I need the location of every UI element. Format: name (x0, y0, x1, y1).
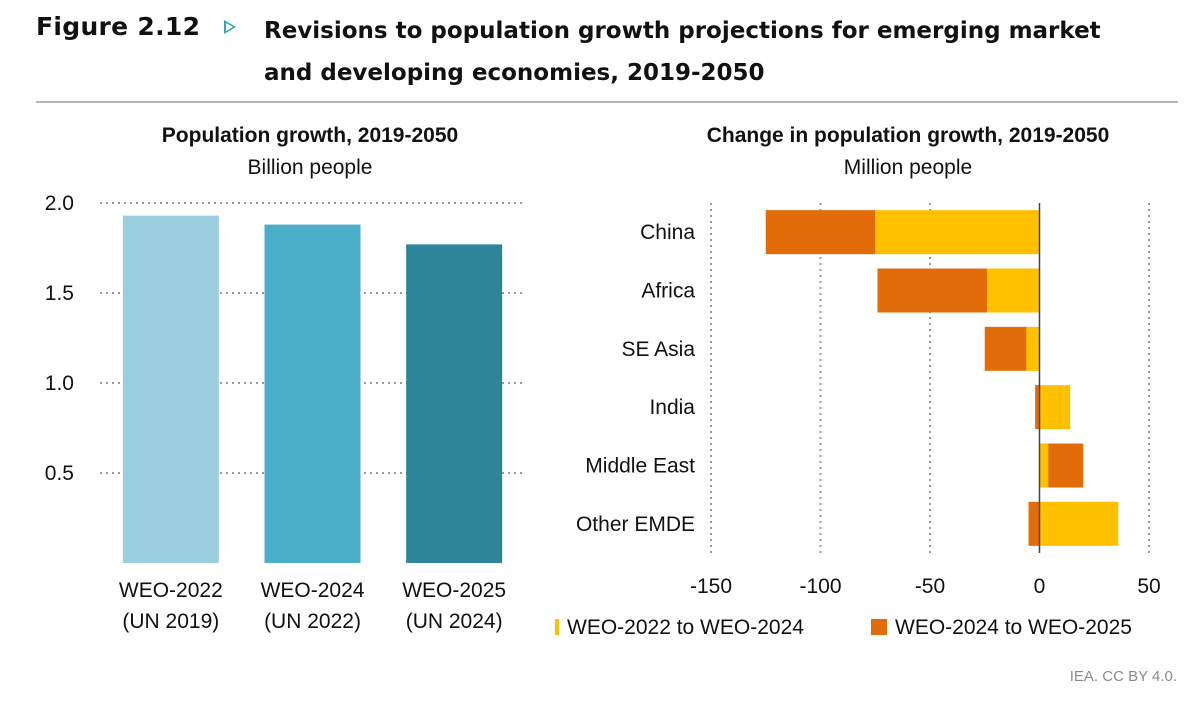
right-bar-segment (1035, 385, 1040, 430)
right-bar-segment (1048, 443, 1084, 488)
right-x-tick-label: 0 (1034, 575, 1046, 598)
right-x-tick-label: 50 (1137, 575, 1160, 598)
source-credit: IEA. CC BY 4.0. (1069, 668, 1177, 685)
right-category-label: SE Asia (621, 338, 695, 361)
population-change-chart: Change in population growth, 2019-2050 Mi… (555, 124, 1161, 639)
right-bar-segment (1039, 443, 1049, 488)
left-bar (264, 224, 361, 563)
right-chart-title: Change in population growth, 2019-2050 (707, 124, 1110, 147)
left-x-tick-label: (UN 2024) (406, 610, 503, 633)
right-x-tick-label: -100 (799, 575, 841, 598)
legend-label: WEO-2022 to WEO-2024 (567, 616, 804, 639)
left-chart-subtitle: Billion people (248, 156, 373, 179)
right-bar-segment (984, 326, 1027, 371)
right-chart-subtitle: Million people (844, 156, 972, 179)
right-x-tick-label: -150 (690, 575, 732, 598)
right-x-tick-label: -50 (915, 575, 945, 598)
left-bar (122, 215, 219, 563)
figure-title: Revisions to population growth projectio… (264, 18, 1101, 86)
left-x-tick-label: WEO-2022 (119, 579, 223, 602)
left-y-tick-label: 2.0 (45, 192, 74, 215)
right-category-label: Middle East (585, 455, 695, 478)
triangle-arrow-icon (224, 20, 236, 34)
left-y-tick-label: 0.5 (45, 462, 74, 485)
left-y-tick-label: 1.5 (45, 282, 74, 305)
figure-label: Figure 2.12 (36, 12, 201, 41)
right-bar-segment (1026, 326, 1040, 371)
right-category-label: Africa (641, 280, 695, 303)
left-chart-title: Population growth, 2019-2050 (162, 124, 458, 147)
right-bar-segment (986, 268, 1040, 313)
legend-swatch (555, 619, 559, 635)
right-bar-segment (1028, 501, 1040, 546)
left-x-tick-label: (UN 2022) (264, 610, 361, 633)
right-bar-segment (765, 210, 876, 255)
right-category-label: China (640, 221, 695, 244)
population-growth-chart: Population growth, 2019-2050 Billion peop… (45, 124, 525, 633)
header-divider (36, 101, 1178, 103)
right-bar-segment (1039, 501, 1119, 546)
left-x-tick-label: WEO-2024 (261, 579, 365, 602)
right-bar-segment (1039, 385, 1071, 430)
right-bar-segment (875, 210, 1040, 255)
legend-label: WEO-2024 to WEO-2025 (895, 616, 1132, 639)
right-category-label: India (649, 396, 695, 419)
left-x-tick-label: (UN 2019) (122, 610, 219, 633)
right-category-label: Other EMDE (576, 513, 695, 536)
left-bar (406, 244, 503, 563)
legend-swatch (871, 619, 887, 635)
left-x-tick-label: WEO-2025 (402, 579, 506, 602)
right-bar-segment (877, 268, 987, 313)
left-y-tick-label: 1.0 (45, 372, 74, 395)
